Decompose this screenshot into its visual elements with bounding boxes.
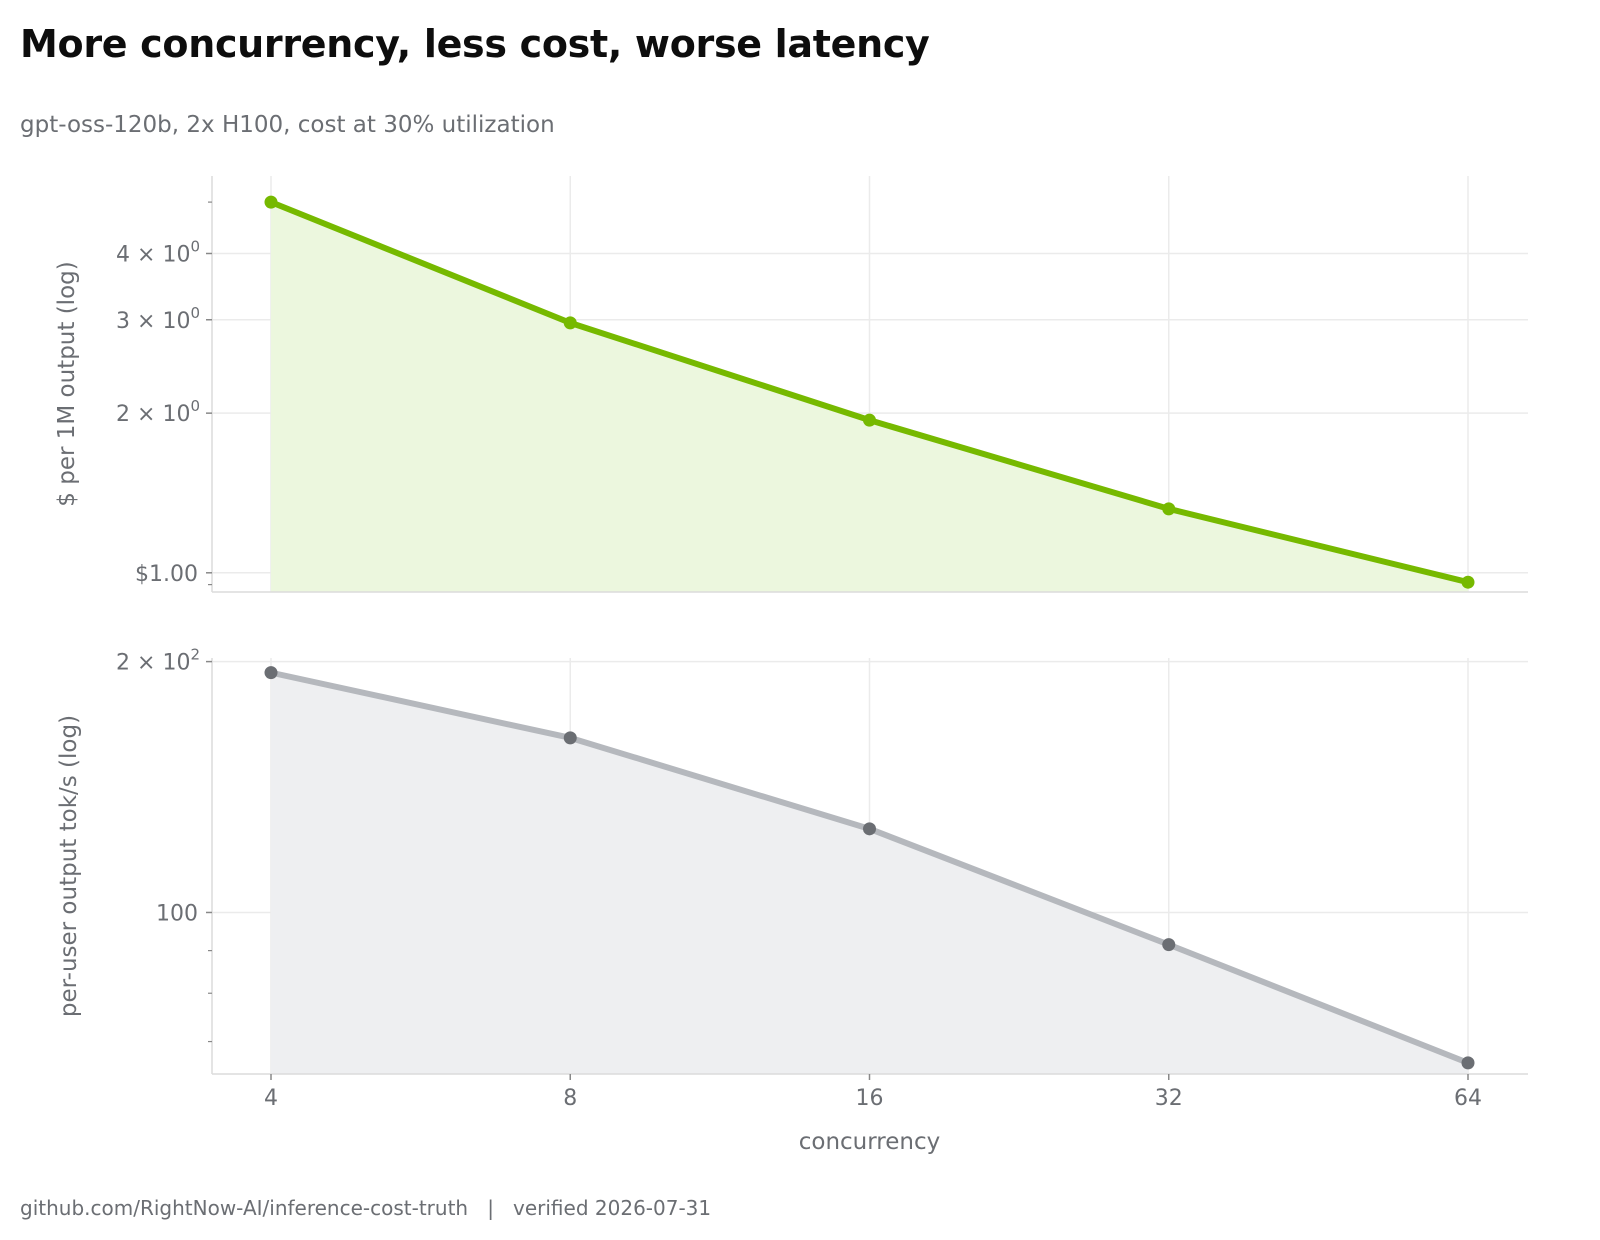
footer: github.com/RightNow-AI/inference-cost-tr… [20, 1196, 711, 1220]
data-point [863, 413, 876, 427]
y-axis-label: $ per 1M output (log) [54, 261, 80, 506]
x-tick-label: 4 [264, 1086, 278, 1111]
panel-latency: 2 × 102 100 per-user output tok/s (log) 4 8 1… [56, 646, 1528, 1155]
x-tick-label: 32 [1155, 1086, 1183, 1111]
footer-separator: | [487, 1196, 494, 1220]
data-point [563, 316, 577, 330]
y-tick-label: 3 × 100 [116, 304, 200, 334]
x-axis-label: concurrency [799, 1129, 941, 1155]
x-tick-label: 16 [856, 1086, 884, 1111]
y-tick-label: $1.00 [135, 562, 198, 587]
footer-verified: verified 2026-07-31 [513, 1196, 712, 1220]
data-point [1461, 1056, 1475, 1070]
data-point [563, 731, 577, 745]
y-axis-label: per-user output tok/s (log) [56, 715, 82, 1017]
x-tick-label: 8 [563, 1086, 577, 1111]
panel-cost: 4 × 100 3 × 100 2 × 100 $1.00 $ per 1M outpu… [54, 176, 1528, 593]
series-area [271, 672, 1468, 1074]
data-point [1162, 502, 1176, 516]
data-point [1162, 938, 1176, 952]
x-tick-label: 64 [1454, 1086, 1482, 1111]
y-tick-label: 2 × 102 [116, 646, 200, 676]
y-tick-label: 2 × 100 [116, 397, 200, 427]
footer-source[interactable]: github.com/RightNow-AI/inference-cost-tr… [20, 1196, 469, 1220]
series-area [271, 202, 1468, 592]
y-tick-label: 100 [156, 901, 198, 926]
chart-title: More concurrency, less cost, worse laten… [20, 22, 930, 66]
y-tick-label: 4 × 100 [116, 237, 200, 267]
data-point [264, 666, 278, 680]
chart-subtitle: gpt-oss-120b, 2x H100, cost at 30% utili… [20, 112, 555, 138]
data-point [863, 822, 876, 836]
data-point [264, 195, 278, 209]
data-point [1461, 575, 1475, 589]
